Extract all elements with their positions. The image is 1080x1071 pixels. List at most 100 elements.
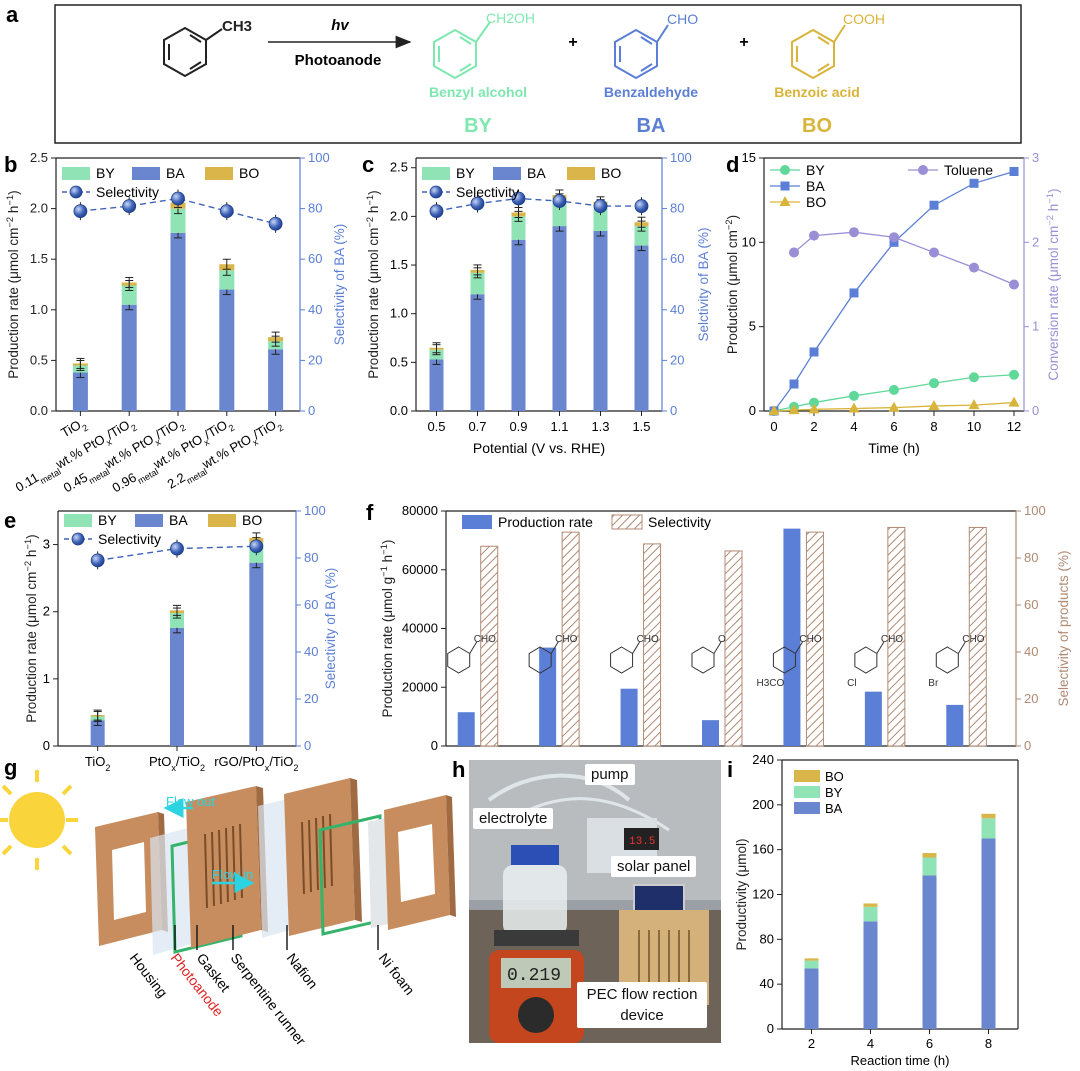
i-legend-swatch-BO [794,770,820,782]
selectivity-point-1 [122,199,137,213]
cho-label: CHO [667,11,698,27]
d-point-BO-3 [848,402,860,413]
e-y2-tick-label: 100 [304,503,326,518]
chart-i: 0 40 80 120 160 200 240 2 4 6 8 Reaction time (h) Pr… [734,752,1019,1068]
c-y-tick-label: 2.5 [390,160,408,175]
b-y2-tick-label: 80 [308,201,322,216]
c-y2-tick-label: 20 [670,352,684,367]
d-point-BA-2 [809,347,819,357]
d-point-BO-4 [888,401,900,412]
c-y-tick-label: 0.5 [390,354,408,369]
c-x-label-3: 1.1 [550,419,568,434]
d-point-BA-6 [969,178,979,188]
i-y-tick-label: 0 [767,1021,774,1036]
housing-plate-right [384,795,456,930]
chart-f: 0 20000 40000 60000 80000 0 20 40 60 80 100 CHO CHO C… [379,503,1072,753]
bar-BA-0 [90,720,105,746]
f-bar-sel-6 [968,526,987,747]
selectivity-point-5 [634,199,649,213]
bar-BY-1 [170,613,184,628]
panel-letter-h: h [452,757,465,782]
f-bond-6 [957,641,966,654]
i-legend-label-BO: BO [825,769,844,784]
meter-reading: 0.219 [507,966,561,986]
f-bar-rate-5 [864,691,882,746]
c-y2-tick-label: 80 [670,201,684,216]
c-ylabel: Production rate (μmol cm−2 h−1) [365,190,382,378]
f-ylabel: Production rate (μmol g−1 h−1) [379,540,396,718]
f-ring-label-4: H3CO [757,678,785,689]
label-pointers [174,925,379,950]
d-x-tick-label: 0 [770,419,777,434]
by-abbr: BY [464,115,492,137]
panel-letter-g: g [4,755,17,780]
d-y-tick-label: 10 [742,234,756,249]
c-xlabel: Potential (V vs. RHE) [473,440,605,456]
b-legend-by-label: BY [96,165,115,181]
f-y2-tick-label: 80 [1024,550,1038,565]
e-legend-sel-label: Selectivity [98,531,161,547]
f-bar-sel-0 [480,545,499,747]
f-sub-label-0: CHO [474,634,496,645]
b-y-tick-label: 0.0 [30,403,48,418]
c-x-label-1: 0.7 [468,419,486,434]
f-y2-tick-label: 60 [1024,597,1038,612]
c-y2-tick-label: 100 [670,150,692,165]
i-bar-BO-3 [981,813,996,819]
c-legend-bo-swatch [567,167,595,180]
d-point-Toluene-1 [809,230,819,241]
d-point-Toluene-3 [889,232,899,243]
d-legend-label-BA: BA [806,178,825,194]
b-y-tick-label: 0.5 [30,352,48,367]
d-point-BY-2 [809,397,819,408]
c-x-label-5: 1.5 [632,419,650,434]
e-y2-tick-label: 0 [304,738,311,753]
b-ylabel-right: Selectivity of BA (%) [332,224,347,346]
chart-b: 0.00.51.01.52.02.5020406080100TiO20.11me… [5,150,348,495]
flow-out-label: Flow out [166,794,216,809]
d-line-Toluene [793,231,1015,286]
f-sub-label-5: CHO [881,634,903,645]
d-x-tick-label: 8 [930,419,937,434]
d-point-BO-6 [968,399,980,410]
nafion-label: Nafion [284,950,322,992]
d-point-BA-3 [849,288,859,298]
bar-BA-2 [511,239,526,411]
d-point-BO-2 [808,403,820,414]
selectivity-point-0 [429,204,444,219]
i-x-label-1: 4 [867,1036,874,1051]
f-legend-sel-swatch [611,514,643,530]
f-bar-rate-4 [783,528,801,746]
bar-BA-4 [593,230,608,411]
e-legend-sel-ball [71,532,85,546]
i-x-label-0: 2 [808,1036,815,1051]
ch2oh-label: CH2OH [486,10,535,26]
e-legend-by-swatch [64,514,92,527]
i-y-tick-label: 120 [752,887,774,902]
e-y-tick-label: 2 [43,604,50,619]
i-bar-BO-2 [922,853,937,858]
panel-g-device: Flow out Flow in Housing Photoanode Gask… [0,770,456,1048]
benzaldehyde-structure [614,24,669,80]
f-sub-label-4: CHO [799,634,821,645]
f-y-tick-label: 20000 [402,679,438,694]
d-x-tick-label: 2 [810,419,817,434]
photoanode-sheet [150,828,191,955]
c-legend-bo-label: BO [601,165,621,181]
d-x-tick-label: 4 [850,419,857,434]
i-xlabel: Reaction time (h) [851,1053,950,1068]
f-bond-5 [876,641,885,654]
b-legend-sel-ball [69,185,83,199]
i-bar-BA-3 [981,838,996,1029]
f-bar-rate-3 [702,720,719,746]
chart-c: 0.0 0.5 1.0 1.5 2.0 2.5 0 20 40 60 80 100 0.5 0.7 0.9 1… [365,150,712,456]
bo-abbr: BO [802,115,832,137]
i-legend-label-BA: BA [825,801,843,816]
setup-photo: 13.5 0.219 electrolyte pump solar panel … [469,760,721,1043]
bar-BA-3 [552,226,567,411]
d-y-tick-label: 15 [742,150,756,165]
d-line-BA [773,170,1015,412]
electrolyte-label: electrolyte [473,808,554,829]
selectivity-point-2 [171,191,185,206]
f-bond-2 [632,641,640,654]
